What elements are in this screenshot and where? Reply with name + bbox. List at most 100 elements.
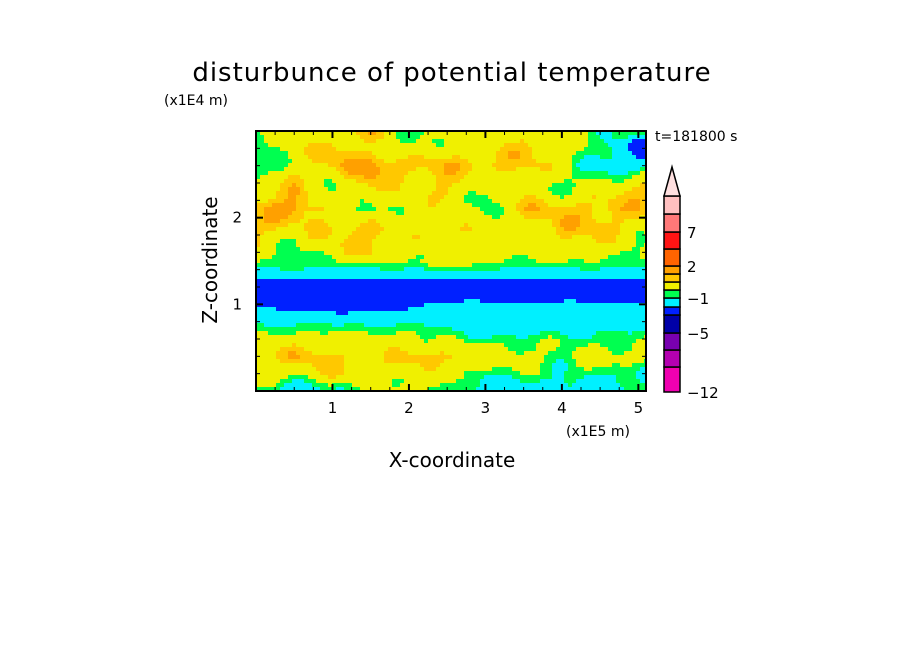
contour-cell <box>376 239 381 244</box>
contour-cell <box>420 147 425 152</box>
contour-cell <box>544 259 549 264</box>
contour-cell <box>376 259 381 264</box>
contour-cell <box>292 207 297 212</box>
contour-cell <box>296 215 301 220</box>
contour-cell <box>540 243 545 248</box>
contour-cell <box>516 291 521 296</box>
contour-cell <box>636 191 641 196</box>
contour-cell <box>500 295 505 300</box>
contour-cell <box>624 199 629 204</box>
contour-cell <box>416 215 421 220</box>
contour-cell <box>316 135 321 140</box>
contour-cell <box>376 151 381 156</box>
contour-cell <box>316 239 321 244</box>
contour-cell <box>464 231 469 236</box>
contour-cell <box>584 219 589 224</box>
contour-cell <box>580 247 585 252</box>
contour-cell <box>536 135 541 140</box>
contour-cell <box>296 171 301 176</box>
contour-cell <box>328 239 333 244</box>
contour-cell <box>412 147 417 152</box>
contour-cell <box>376 255 381 260</box>
contour-cell <box>616 203 621 208</box>
contour-cell <box>620 195 625 200</box>
contour-cell <box>372 143 377 148</box>
contour-cell <box>288 235 293 240</box>
contour-cell <box>440 219 445 224</box>
contour-cell <box>268 299 273 304</box>
contour-cell <box>284 147 289 152</box>
contour-cell <box>540 267 545 272</box>
contour-cell <box>272 307 277 312</box>
contour-cell <box>540 275 545 280</box>
contour-cell <box>428 271 433 276</box>
contour-cell <box>456 243 461 248</box>
contour-cell <box>344 187 349 192</box>
contour-cell <box>552 199 557 204</box>
contour-cell <box>412 323 417 328</box>
contour-cell <box>292 219 297 224</box>
contour-cell <box>456 239 461 244</box>
contour-cell <box>560 215 565 220</box>
contour-cell <box>304 215 309 220</box>
contour-cell <box>332 279 337 284</box>
contour-cell <box>340 307 345 312</box>
contour-cell <box>476 151 481 156</box>
contour-cell <box>632 263 637 268</box>
contour-cell <box>568 271 573 276</box>
contour-cell <box>296 263 301 268</box>
contour-cell <box>392 247 397 252</box>
contour-cell <box>424 251 429 256</box>
contour-cell <box>296 267 301 272</box>
contour-cell <box>536 215 541 220</box>
contour-cell <box>512 131 517 136</box>
contour-cell <box>556 167 561 172</box>
contour-cell <box>620 247 625 252</box>
contour-cell <box>608 259 613 264</box>
contour-cell <box>296 159 301 164</box>
contour-cell <box>264 163 269 168</box>
contour-cell <box>392 299 397 304</box>
contour-cell <box>332 307 337 312</box>
contour-cell <box>508 239 513 244</box>
contour-cell <box>352 275 357 280</box>
contour-cell <box>512 203 517 208</box>
contour-cell <box>600 227 605 232</box>
contour-cell <box>504 207 509 212</box>
y-axis-unit: (x1E4 m) <box>164 93 228 109</box>
contour-cell <box>580 135 585 140</box>
contour-cell <box>360 319 365 324</box>
contour-cell <box>412 211 417 216</box>
contour-cell <box>468 207 473 212</box>
contour-cell <box>484 195 489 200</box>
contour-cell <box>632 135 637 140</box>
contour-cell <box>500 327 505 332</box>
contour-cell <box>316 283 321 288</box>
contour-cell <box>348 211 353 216</box>
contour-cell <box>384 271 389 276</box>
contour-cell <box>560 287 565 292</box>
contour-cell <box>532 283 537 288</box>
contour-cell <box>548 231 553 236</box>
contour-cell <box>540 187 545 192</box>
contour-cell <box>292 295 297 300</box>
contour-cell <box>600 163 605 168</box>
contour-cell <box>372 267 377 272</box>
contour-cell <box>276 175 281 180</box>
contour-cell <box>464 299 469 304</box>
contour-cell <box>284 263 289 268</box>
contour-cell <box>572 311 577 316</box>
contour-cell <box>592 319 597 324</box>
contour-cell <box>256 275 261 280</box>
contour-cell <box>532 247 537 252</box>
contour-cell <box>484 251 489 256</box>
contour-cell <box>416 251 421 256</box>
contour-cell <box>412 163 417 168</box>
contour-cell <box>592 275 597 280</box>
contour-cell <box>320 279 325 284</box>
contour-cell <box>428 323 433 328</box>
contour-cell <box>416 299 421 304</box>
contour-cell <box>304 159 309 164</box>
contour-cell <box>440 263 445 268</box>
contour-cell <box>356 259 361 264</box>
